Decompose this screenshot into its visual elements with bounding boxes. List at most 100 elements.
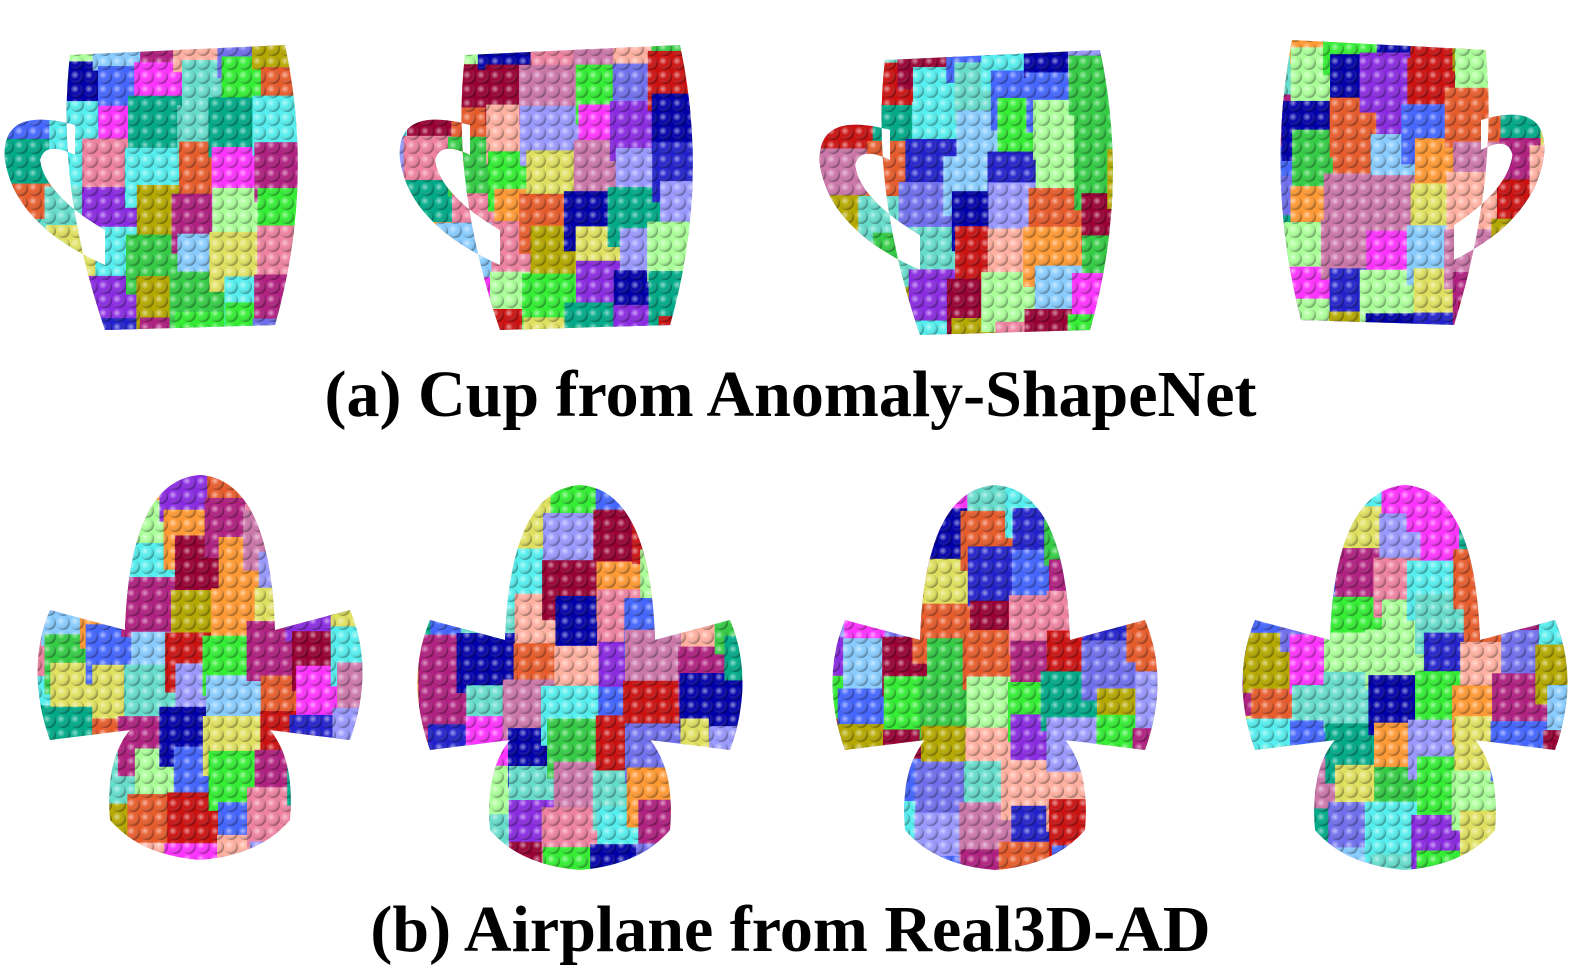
segment-patch [4, 45, 64, 71]
segment-patch [4, 271, 65, 330]
segment-patch [1502, 812, 1563, 870]
segment-patch [304, 18, 364, 78]
segment-patch [310, 51, 370, 111]
segment-patch [672, 553, 733, 614]
segment-patch [37, 796, 67, 857]
segment-patch [1109, 231, 1113, 292]
segment-patch [722, 485, 743, 538]
segment-patch [385, 510, 445, 570]
segment-patch [1242, 504, 1269, 565]
segment-patch [1529, 52, 1545, 113]
segment-patch [832, 511, 854, 572]
segment-patch [1207, 221, 1267, 281]
segment-patch [417, 759, 444, 820]
point-cloud-rendering [1195, 0, 1581, 325]
segment-patch [399, 45, 456, 74]
segment-patch [1537, 180, 1545, 241]
segment-patch [47, 538, 108, 599]
segment-patch [330, 538, 363, 599]
segment-patch [306, 272, 366, 332]
segment-patch [678, 805, 739, 866]
segment-patch [1537, 213, 1545, 274]
segment-patch [299, 543, 360, 604]
segment-patch [824, 0, 884, 45]
segment-patch [1195, 88, 1255, 148]
segment-patch [1540, 510, 1568, 571]
sphere-texture [417, 485, 743, 870]
point-cloud-rendering [417, 485, 824, 870]
segment-patch [347, 193, 407, 253]
sphere-texture [1242, 485, 1568, 870]
segment-patch [705, 51, 765, 111]
segment-patch [1499, 306, 1545, 325]
segment-patch [1280, 262, 1298, 323]
segment-patch [949, 0, 1009, 38]
segment-patch [336, 276, 396, 336]
segment-patch [297, 92, 298, 153]
segment-patch [1543, 263, 1545, 324]
segment-patch [746, 186, 806, 246]
segment-patch [1174, 646, 1234, 706]
segment-patch [378, 803, 438, 863]
segment-patch [1087, 485, 1148, 523]
segment-patch [764, 630, 824, 690]
segment-patch [1165, 686, 1225, 746]
segment-patch [328, 832, 363, 860]
segment-patch [329, 475, 363, 525]
segment-patch [1150, 57, 1210, 117]
segment-patch [404, 274, 465, 330]
segment-patch [417, 771, 477, 832]
caption: (a) Cup from Anomaly-ShapeNet [324, 358, 1257, 431]
segment-patch [841, 811, 902, 870]
segment-patch [1206, 172, 1266, 232]
segment-patch [170, 0, 230, 39]
segment-patch [1122, 0, 1182, 41]
segment-patch [1166, 595, 1226, 655]
segment-patch [661, 0, 721, 38]
segment-patch [1149, 140, 1209, 200]
segment-patch [37, 840, 62, 860]
segment-patch [0, 0, 16, 43]
segment-patch [905, 0, 965, 33]
segment-patch [135, 0, 195, 43]
segment-patch [729, 108, 789, 168]
segment-patch [1249, 0, 1309, 25]
segment-patch [372, 758, 432, 818]
segment-patch [681, 755, 742, 816]
segment-patch [486, 0, 546, 30]
segment-patch [712, 800, 743, 861]
segment-patch [1242, 757, 1273, 818]
segment-patch [566, 0, 626, 42]
segment-patch [1097, 518, 1158, 579]
segment-patch [430, 560, 491, 621]
segment-patch [1134, 806, 1158, 867]
segment-patch [4, 262, 31, 323]
segment-patch [819, 267, 847, 328]
segment-patch [417, 505, 440, 566]
segment-patch [619, 0, 679, 41]
segment-patch [399, 45, 419, 76]
segment-patch [49, 794, 110, 855]
segment-patch [4, 226, 29, 287]
segment-patch [832, 558, 855, 619]
segment-patch [37, 475, 66, 529]
segment-patch [1535, 297, 1545, 325]
segment-patch [1209, 49, 1269, 109]
segment-patch [1107, 149, 1113, 210]
sphere-texture [1280, 40, 1545, 325]
segment-patch [1051, 485, 1112, 522]
segment-patch [1574, 180, 1581, 240]
segment-patch [417, 805, 474, 866]
segment-patch [1280, 40, 1294, 80]
segment-patch [718, 768, 743, 829]
segment-patch [1025, 0, 1085, 33]
segment-patch [819, 228, 832, 289]
segment-patch [245, 475, 306, 519]
segment-patch [697, 25, 757, 85]
segment-patch [1242, 808, 1301, 869]
segment-patch [384, 547, 444, 607]
segment-patch [1082, 0, 1142, 32]
segment-patch [830, 56, 891, 117]
segment-patch [704, 266, 764, 326]
segment-patch [1117, 267, 1177, 327]
